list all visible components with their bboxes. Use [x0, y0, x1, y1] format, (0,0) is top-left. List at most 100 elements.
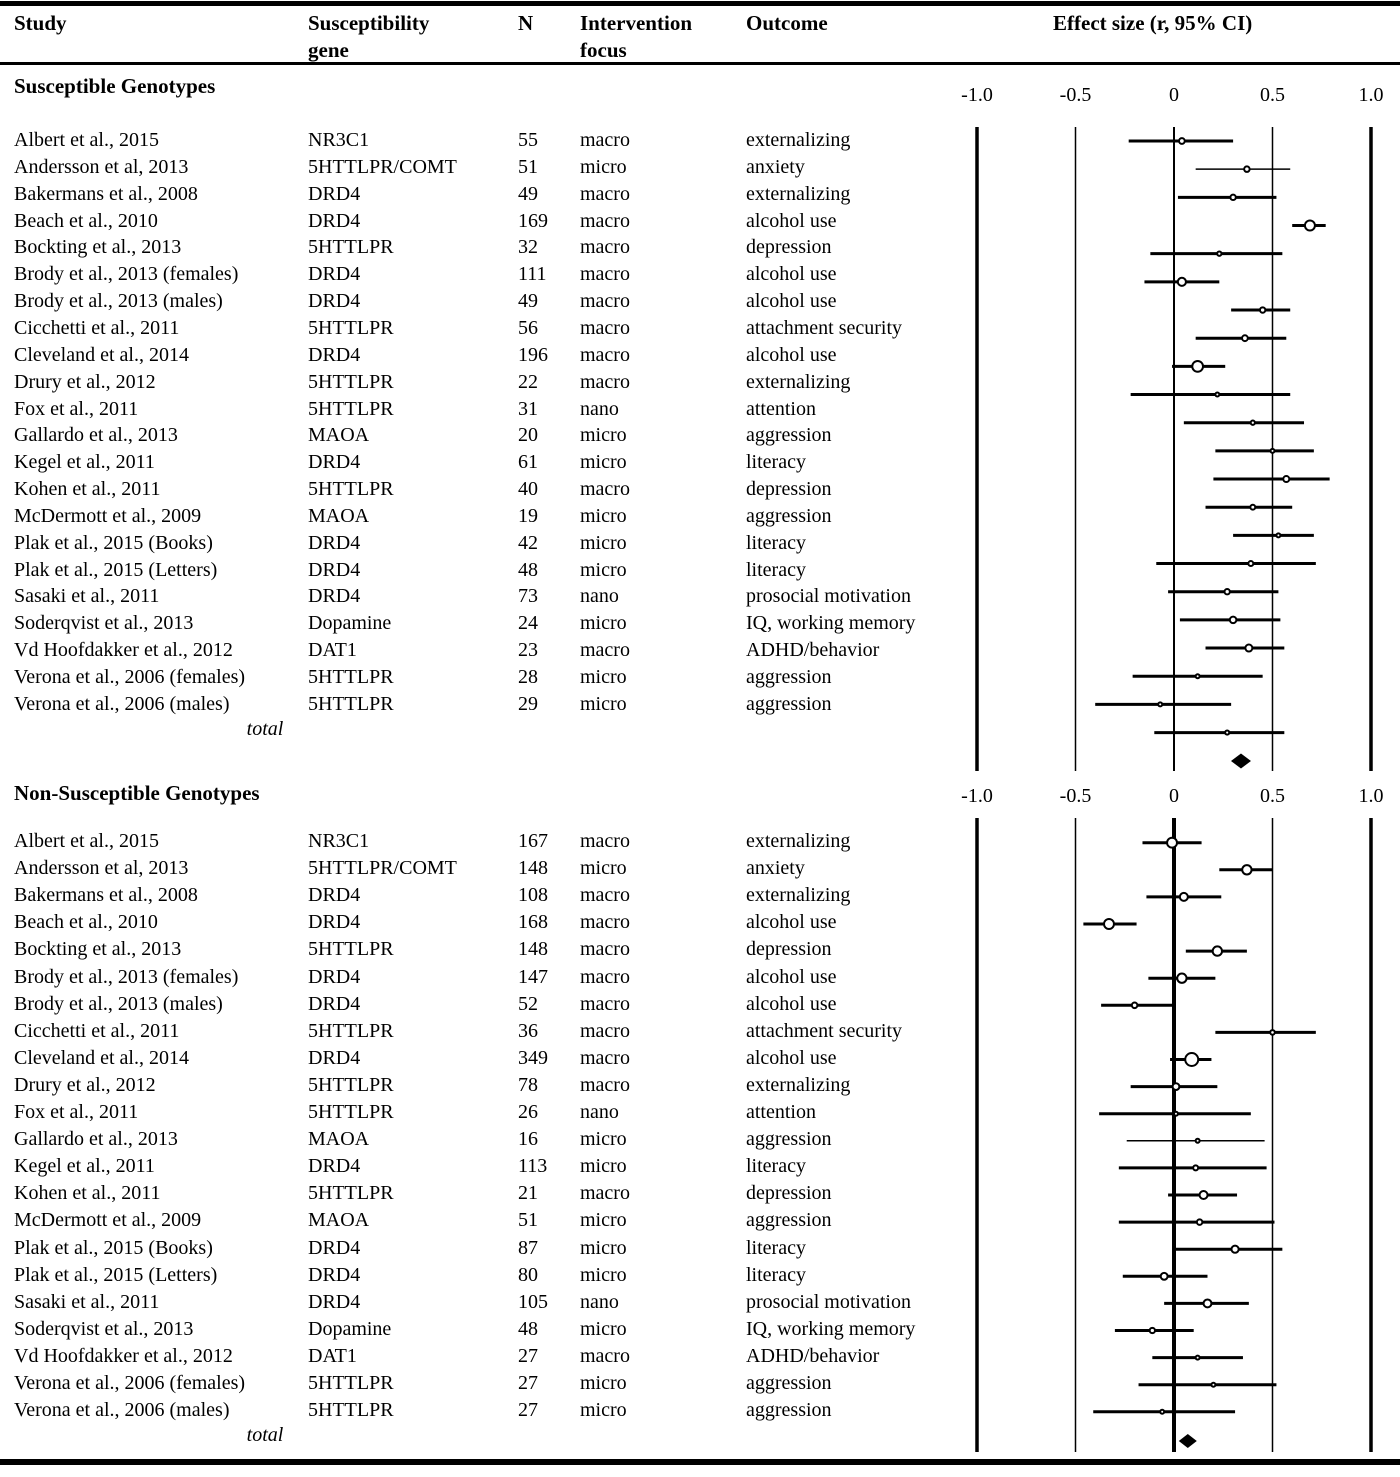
study-name-cell: Cleveland et al., 2014: [14, 1046, 189, 1069]
study-name-cell: Vd Hoofdakker et al., 2012: [14, 639, 233, 662]
axis-tick-label: -0.5: [1059, 785, 1092, 807]
n-cell: 78: [518, 1073, 538, 1096]
effect-marker: [1130, 1001, 1139, 1010]
study-name-cell: McDermott et al., 2009: [14, 1209, 202, 1232]
gene-cell: 5HTTLPR: [308, 938, 394, 961]
n-cell: 51: [518, 1209, 538, 1232]
effect-marker: [1166, 836, 1179, 849]
n-cell: 169: [518, 209, 548, 232]
gene-cell: 5HTTLPR: [308, 1019, 394, 1042]
n-cell: 51: [518, 155, 538, 178]
effect-marker: [1159, 1271, 1169, 1281]
focus-cell: macro: [580, 209, 630, 232]
n-cell: 105: [518, 1290, 548, 1313]
focus-cell: micro: [580, 1209, 627, 1232]
outcome-cell: externalizing: [746, 129, 851, 151]
focus-cell: micro: [580, 612, 627, 635]
n-cell: 27: [518, 1399, 538, 1422]
study-name-cell: Verona et al., 2006 (males): [14, 1399, 230, 1422]
gene-cell: 5HTTLPR: [308, 316, 394, 339]
effect-marker: [1247, 560, 1255, 568]
gene-cell: Dopamine: [308, 1317, 392, 1340]
effect-marker: [1178, 891, 1189, 902]
study-row: Kegel et al., 2011 DRD4 113 micro literacy: [0, 1153, 970, 1180]
effect-marker: [1223, 588, 1231, 596]
study-row: Fox et al., 2011 5HTTLPR 31 nano attention: [0, 396, 970, 423]
effect-marker: [1258, 306, 1267, 314]
gene-cell: DRD4: [308, 965, 361, 988]
study-row: Sasaki et al., 2011 DRD4 73 nano prosocial m…: [0, 583, 970, 610]
study-name-cell: Drury et al., 2012: [14, 1073, 156, 1096]
effect-marker: [1216, 250, 1223, 257]
gene-cell: DRD4: [308, 263, 361, 286]
outcome-cell: externalizing: [746, 182, 851, 205]
effect-marker: [1191, 359, 1205, 373]
gene-cell: 5HTTLPR: [308, 478, 394, 501]
focus-cell: macro: [580, 290, 630, 313]
gene-cell: 5HTTLPR: [308, 692, 394, 715]
outcome-cell: prosocial motivation: [746, 585, 911, 608]
effect-marker: [1244, 643, 1254, 653]
study-row: Gallardo et al., 2013 MAOA 20 micro aggressi…: [0, 422, 970, 449]
n-cell: 40: [518, 478, 538, 501]
outcome-cell: literacy: [746, 451, 806, 474]
effect-marker: [1148, 1326, 1156, 1335]
study-row: Sasaki et al., 2011 DRD4 105 nano prosocial …: [0, 1289, 970, 1316]
gene-cell: DRD4: [308, 1155, 361, 1178]
study-row: Plak et al., 2015 (Books) DRD4 87 micro lite…: [0, 1235, 970, 1262]
focus-cell: macro: [580, 1182, 630, 1205]
gene-cell: 5HTTLPR: [308, 397, 394, 420]
focus-cell: micro: [580, 1372, 627, 1394]
column-header-gene-2: gene: [308, 38, 349, 62]
effect-marker: [1282, 475, 1291, 484]
gene-cell: DRD4: [308, 1290, 361, 1313]
study-row: Kegel et al., 2011 DRD4 61 micro literacy: [0, 449, 970, 476]
study-name-cell: Soderqvist et al., 2013: [14, 612, 194, 635]
n-cell: 108: [518, 884, 548, 907]
n-cell: 42: [518, 531, 538, 554]
gene-cell: DRD4: [308, 451, 361, 474]
gene-cell: DRD4: [308, 1263, 361, 1286]
study-name-cell: Kegel et al., 2011: [14, 451, 155, 474]
column-header-focus-1: Intervention: [580, 11, 692, 35]
effect-marker: [1229, 193, 1237, 202]
outcome-cell: alcohol use: [746, 263, 837, 286]
focus-cell: macro: [580, 965, 630, 988]
n-cell: 21: [518, 1182, 538, 1205]
study-row: Bakermans et al., 2008 DRD4 108 macro extern…: [0, 882, 970, 909]
outcome-cell: literacy: [746, 1263, 806, 1286]
gene-cell: 5HTTLPR: [308, 236, 394, 259]
focus-cell: micro: [580, 1236, 627, 1259]
focus-cell: nano: [580, 397, 619, 420]
focus-cell: macro: [580, 316, 630, 339]
study-row: Beach et al., 2010 DRD4 169 macro alcohol us…: [0, 208, 970, 235]
section-title-non-susceptible: Non-Susceptible Genotypes: [14, 781, 260, 805]
column-header-outcome: Outcome: [746, 11, 828, 35]
study-row: Verona et al., 2006 (males) 5HTTLPR 29 micr…: [0, 691, 970, 718]
n-cell: 61: [518, 451, 538, 474]
outcome-cell: aggression: [746, 1128, 832, 1151]
effect-marker: [1214, 391, 1221, 398]
gene-cell: DRD4: [308, 209, 361, 232]
study-row: Drury et al., 2012 5HTTLPR 22 macro external…: [0, 369, 970, 396]
outcome-cell: aggression: [746, 424, 832, 447]
outcome-cell: alcohol use: [746, 992, 837, 1015]
focus-cell: macro: [580, 129, 630, 151]
n-cell: 52: [518, 992, 538, 1015]
focus-cell: micro: [580, 1128, 627, 1151]
study-row: Andersson et al, 2013 5HTTLPR/COMT 148 micr…: [0, 855, 970, 882]
outcome-cell: depression: [746, 1182, 832, 1205]
study-name-cell: Cleveland et al., 2014: [14, 343, 189, 366]
gene-cell: DRD4: [308, 992, 361, 1015]
study-row: McDermott et al., 2009 MAOA 51 micro aggress…: [0, 1207, 970, 1234]
axis-tick-label: 0: [1169, 84, 1179, 106]
study-row: Vd Hoofdakker et al., 2012 DAT1 23 macro ADH…: [0, 637, 970, 664]
effect-marker: [1198, 1190, 1209, 1200]
focus-cell: macro: [580, 236, 630, 259]
study-row: Albert et al., 2015 NR3C1 167 macro external…: [0, 828, 970, 855]
effect-marker: [1202, 1298, 1213, 1309]
effect-marker: [1249, 503, 1257, 511]
focus-cell: macro: [580, 1344, 630, 1367]
gene-cell: Dopamine: [308, 612, 392, 635]
study-name-cell: Bockting et al., 2013: [14, 236, 182, 259]
